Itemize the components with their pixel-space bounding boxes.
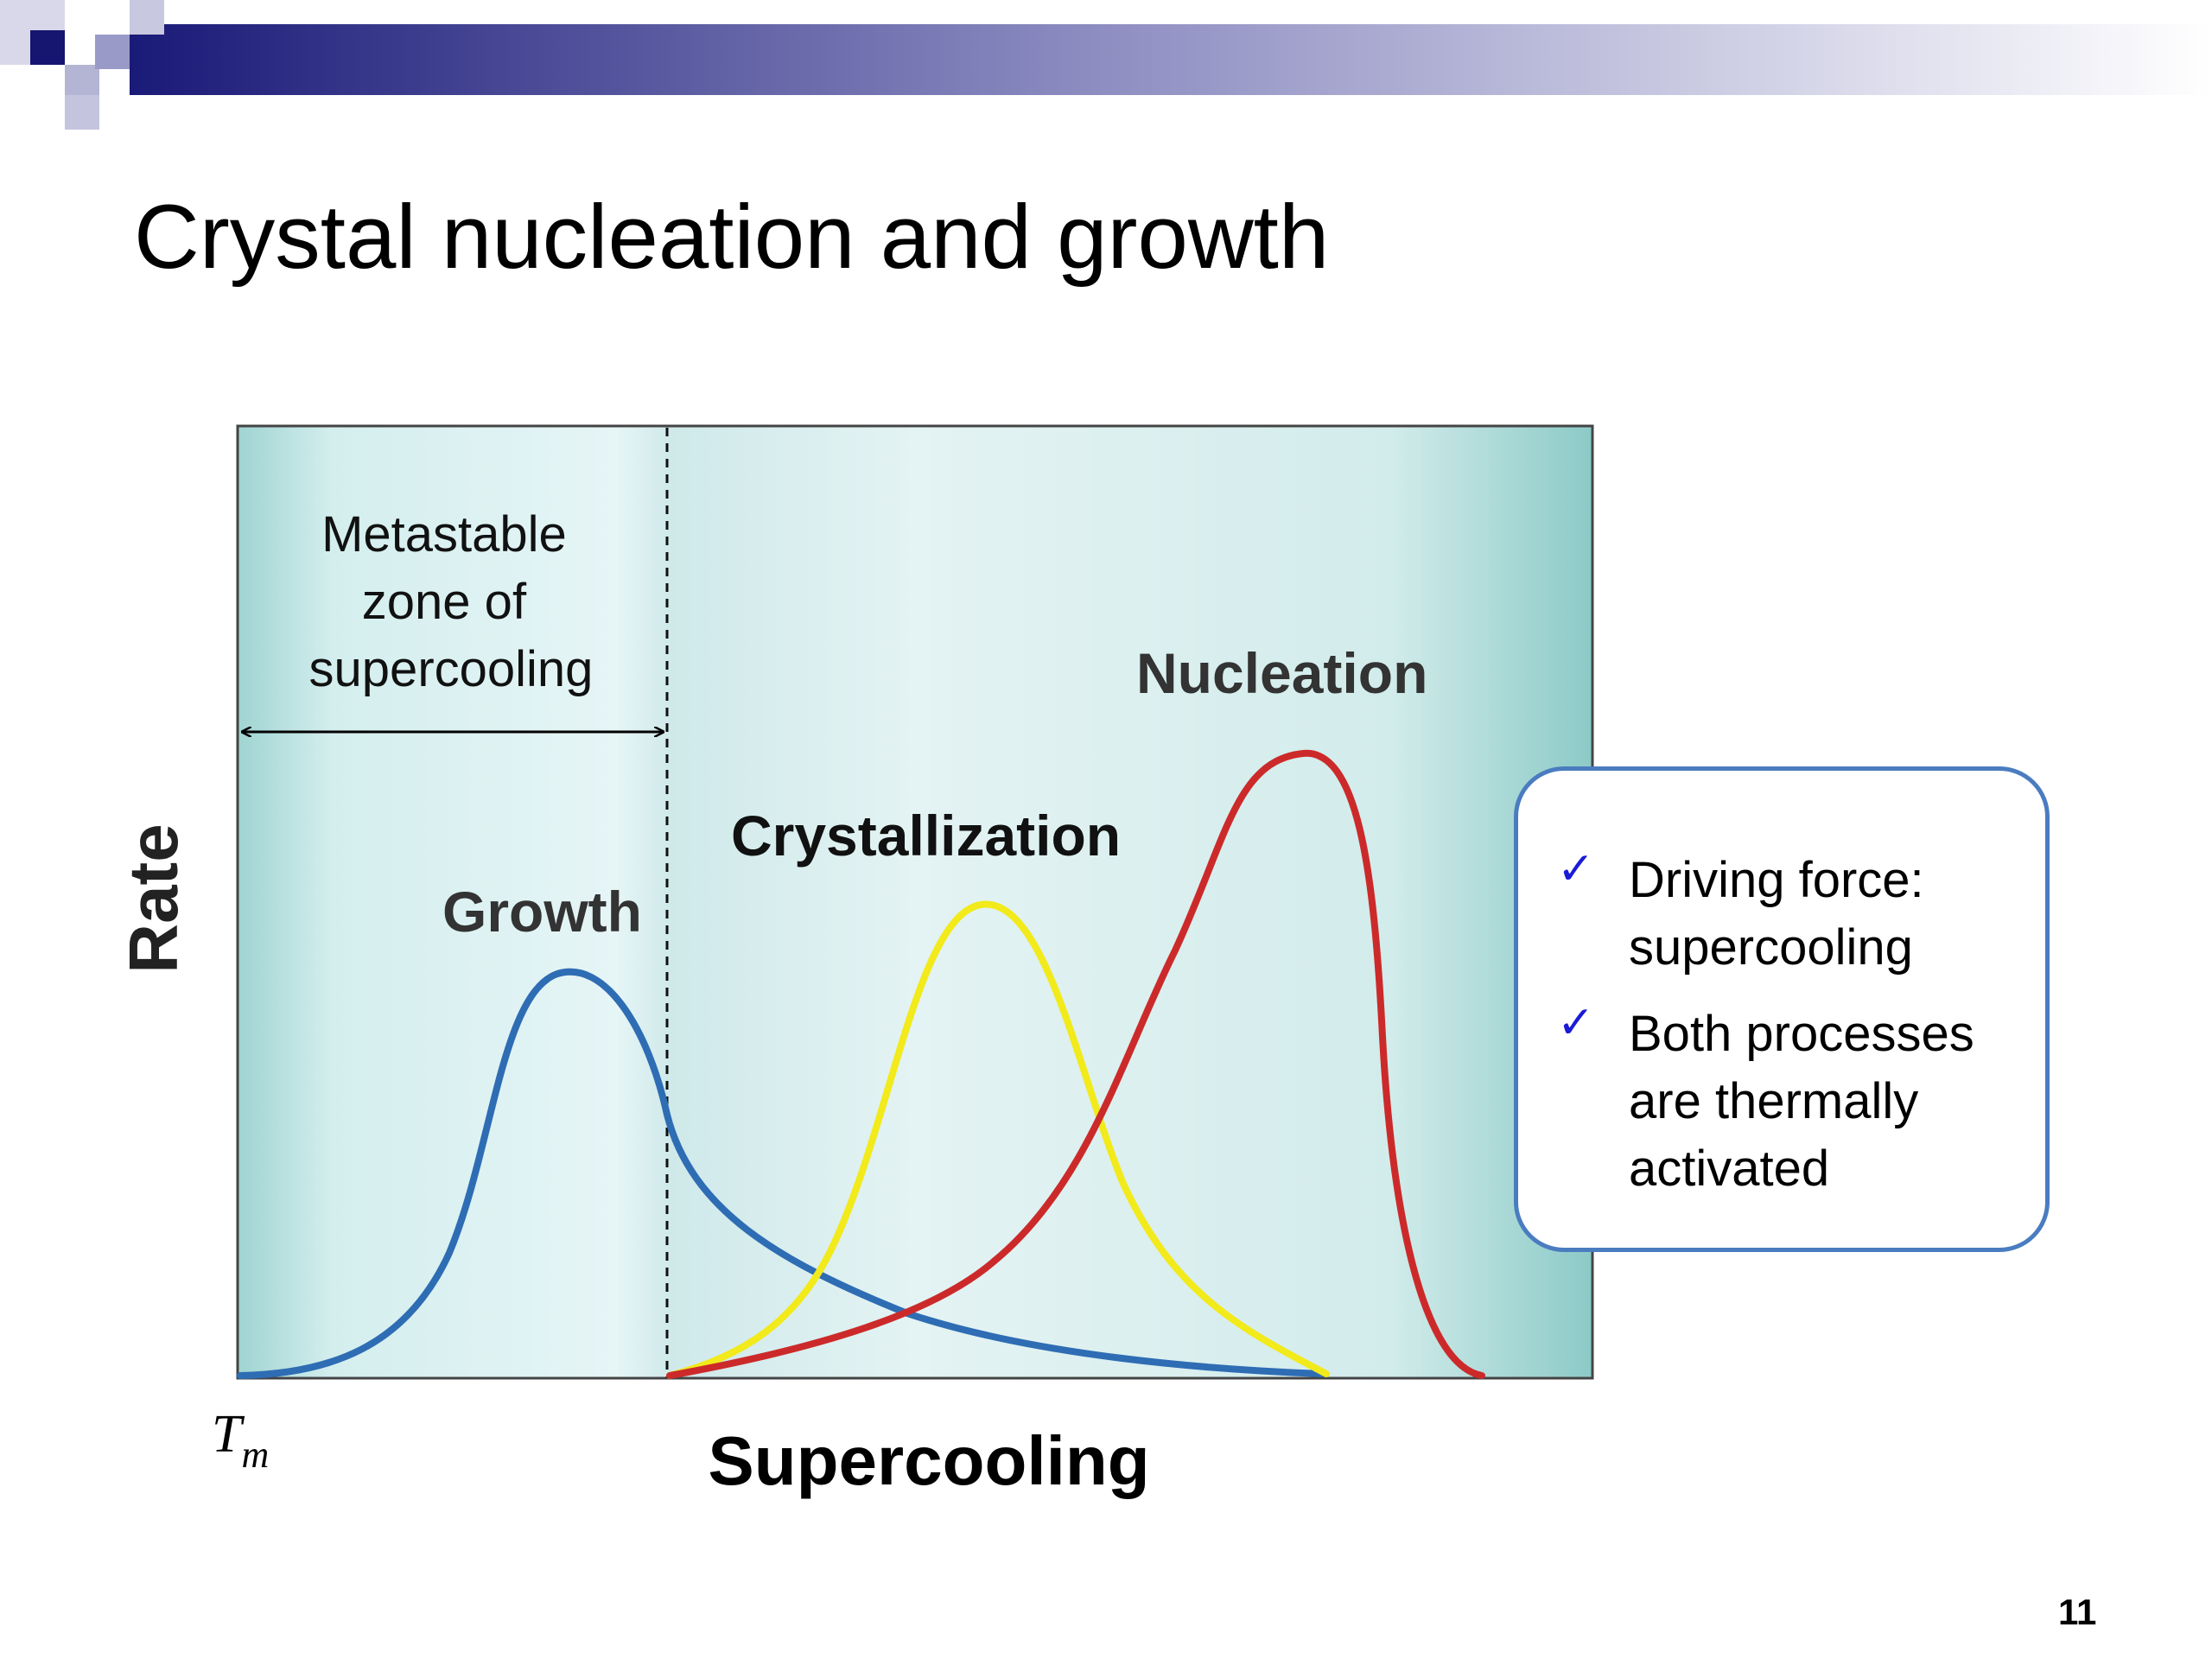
tm-symbol: T xyxy=(212,1405,245,1464)
header-square-dark xyxy=(30,30,65,65)
callout-line: Both processes xyxy=(1629,1006,1974,1062)
page-number: 11 xyxy=(2058,1592,2097,1632)
slide-title: Crystal nucleation and growth xyxy=(134,187,1330,288)
zone-label-line-1: Metastable xyxy=(321,506,567,563)
y-axis-label: Rate xyxy=(115,823,192,973)
checkmark-icon: ✓ xyxy=(1557,843,1595,895)
checkmark-icon: ✓ xyxy=(1557,997,1595,1049)
zone-label-line-3: supercooling xyxy=(309,641,594,697)
zone-label-line-2: zone of xyxy=(362,574,527,630)
growth-label: Growth xyxy=(442,880,642,944)
plot-area xyxy=(236,424,1594,1380)
callout-line: activated xyxy=(1629,1141,1830,1197)
callout-line: supercooling xyxy=(1629,919,1913,976)
nucleation-curve xyxy=(666,749,1485,1379)
header-square-light-2 xyxy=(130,0,164,35)
header-square-mid-2 xyxy=(65,95,99,130)
crystallization-label: Crystallization xyxy=(731,804,1121,868)
crystallization-curve xyxy=(666,900,1330,1379)
callout-line: Driving force: xyxy=(1629,852,1924,908)
nucleation-label: Nucleation xyxy=(1136,641,1427,705)
header-square-mid-3 xyxy=(95,35,130,69)
melting-temperature-label: Tm xyxy=(212,1405,269,1476)
tm-subscript: m xyxy=(241,1433,269,1476)
callout-text-driving-force: Driving force: supercooling xyxy=(1629,847,2035,982)
metastable-zone-label: Metastable zone of supercooling xyxy=(309,506,594,697)
header-gradient-bar xyxy=(130,24,2212,95)
header-square-mid-1 xyxy=(65,65,99,99)
callout-box: ✓ Driving force: supercooling ✓ Both pro… xyxy=(1514,766,2050,1252)
callout-line: are thermally xyxy=(1629,1073,1919,1129)
callout-text-thermal-activation: Both processes are thermally activated xyxy=(1629,1001,2035,1203)
x-axis-label: Supercooling xyxy=(708,1422,1149,1499)
slide-header-band xyxy=(0,0,2212,130)
growth-curve xyxy=(237,968,1325,1379)
